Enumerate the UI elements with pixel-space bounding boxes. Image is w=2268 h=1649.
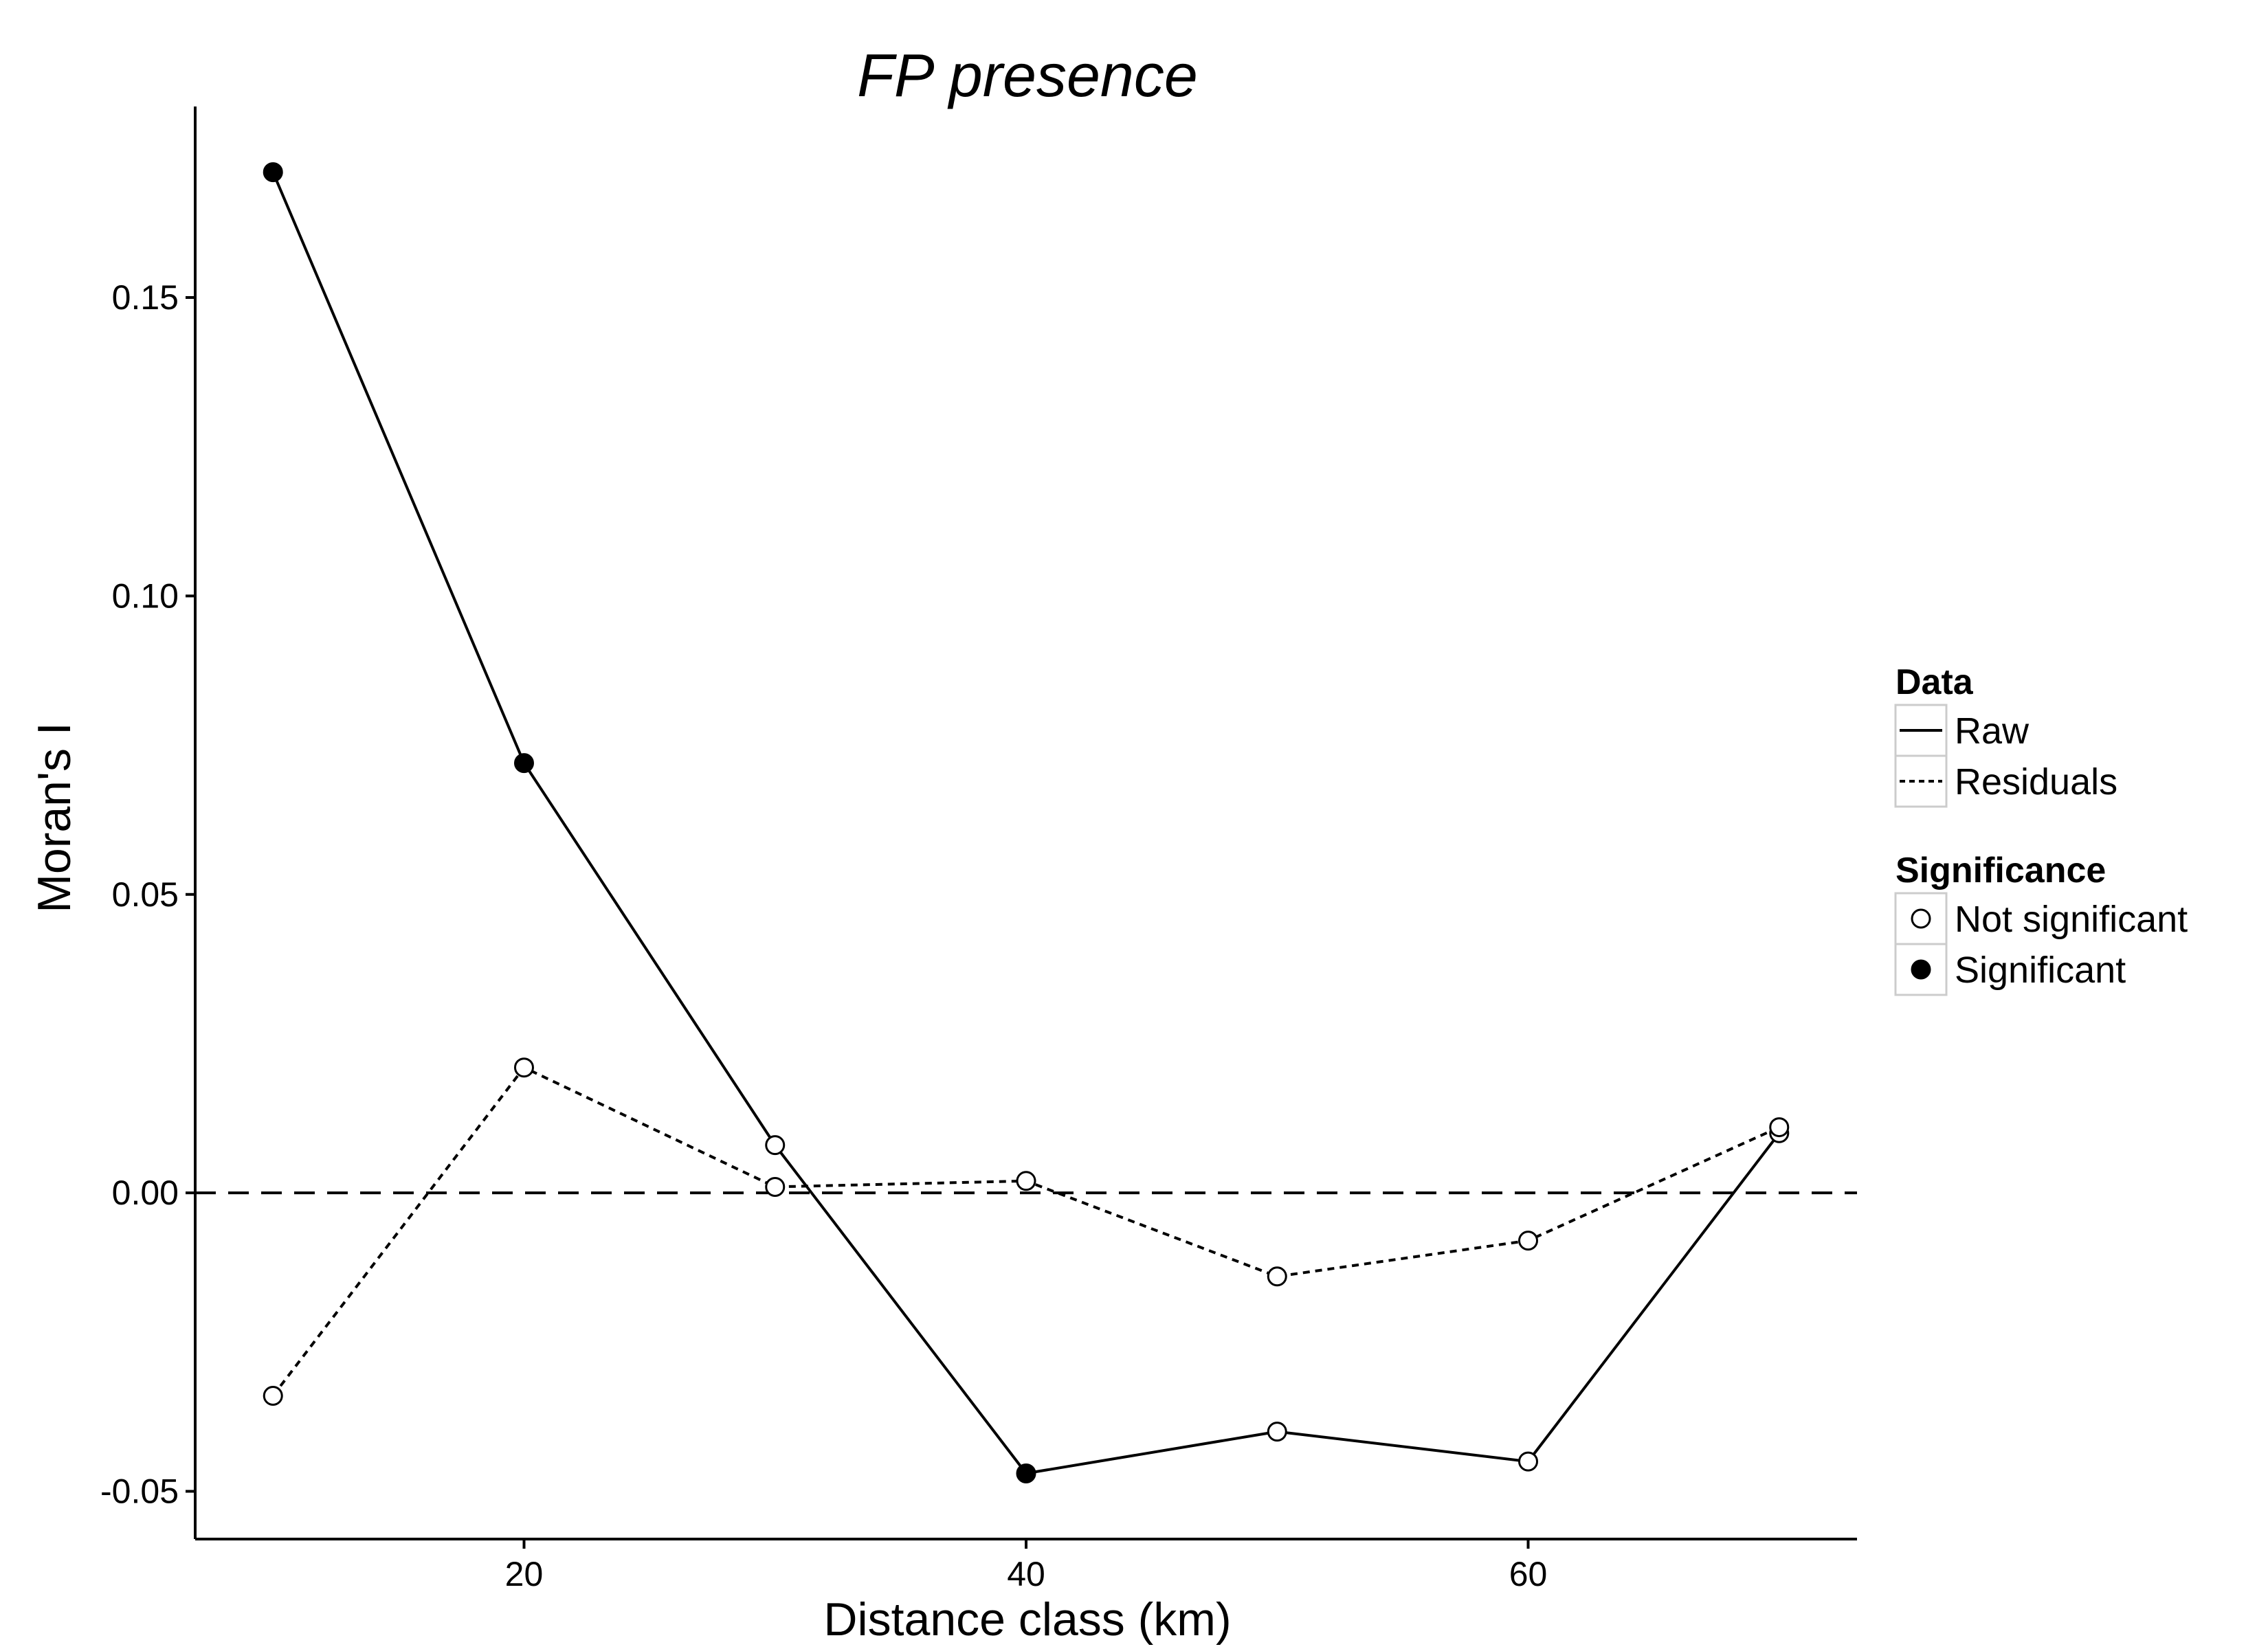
data-point-residuals: [1769, 1117, 1790, 1138]
data-point-residuals: [1518, 1231, 1539, 1251]
legend-item-label: Significant: [1955, 950, 2126, 991]
data-point-raw: [263, 162, 283, 183]
legend-key-marker: [1911, 959, 1931, 980]
series-line-residuals: [271, 1066, 1780, 1397]
y-axis: -0.05 0.00 0.05 0.10 0.15: [100, 106, 197, 1539]
data-point-raw: [765, 1135, 786, 1156]
data-point-raw: [1518, 1451, 1539, 1472]
legend-item-label: Residuals: [1955, 761, 2117, 803]
y-tick-label: 0.15: [112, 278, 179, 317]
data-point-raw: [1016, 1463, 1036, 1483]
x-axis: 20 40 60: [195, 1538, 1857, 1593]
legend-title-data: Data: [1895, 662, 1974, 702]
legend-key-marker: [1911, 908, 1931, 929]
legend-item-label: Raw: [1955, 710, 2030, 752]
y-axis-title: Moran's I: [28, 722, 80, 913]
y-tick-label: 0.10: [112, 576, 179, 615]
x-tick-label: 60: [1509, 1555, 1548, 1593]
data-point-residuals: [1267, 1266, 1287, 1287]
data-point-residuals: [765, 1176, 786, 1197]
legend-item-label: Not significant: [1955, 899, 2188, 940]
plot-area: [195, 162, 1857, 1483]
chart-title: FP presence: [857, 41, 1198, 109]
legend: Data Raw Residuals Significance Not signific…: [1894, 662, 2188, 996]
legend-title-significance: Significance: [1895, 851, 2106, 890]
x-tick-label: 40: [1007, 1555, 1045, 1593]
x-axis-title: Distance class (km): [823, 1593, 1231, 1646]
data-point-raw: [513, 753, 534, 774]
y-tick-label: -0.05: [100, 1472, 179, 1511]
x-tick-label: 20: [505, 1555, 544, 1593]
data-point-raw: [1267, 1422, 1287, 1442]
y-tick-label: 0.05: [112, 875, 179, 914]
data-point-residuals: [513, 1057, 534, 1078]
series-line-raw: [271, 171, 1781, 1475]
y-tick-label: 0.00: [112, 1174, 179, 1212]
data-point-residuals: [263, 1386, 283, 1406]
data-point-residuals: [1016, 1171, 1036, 1191]
